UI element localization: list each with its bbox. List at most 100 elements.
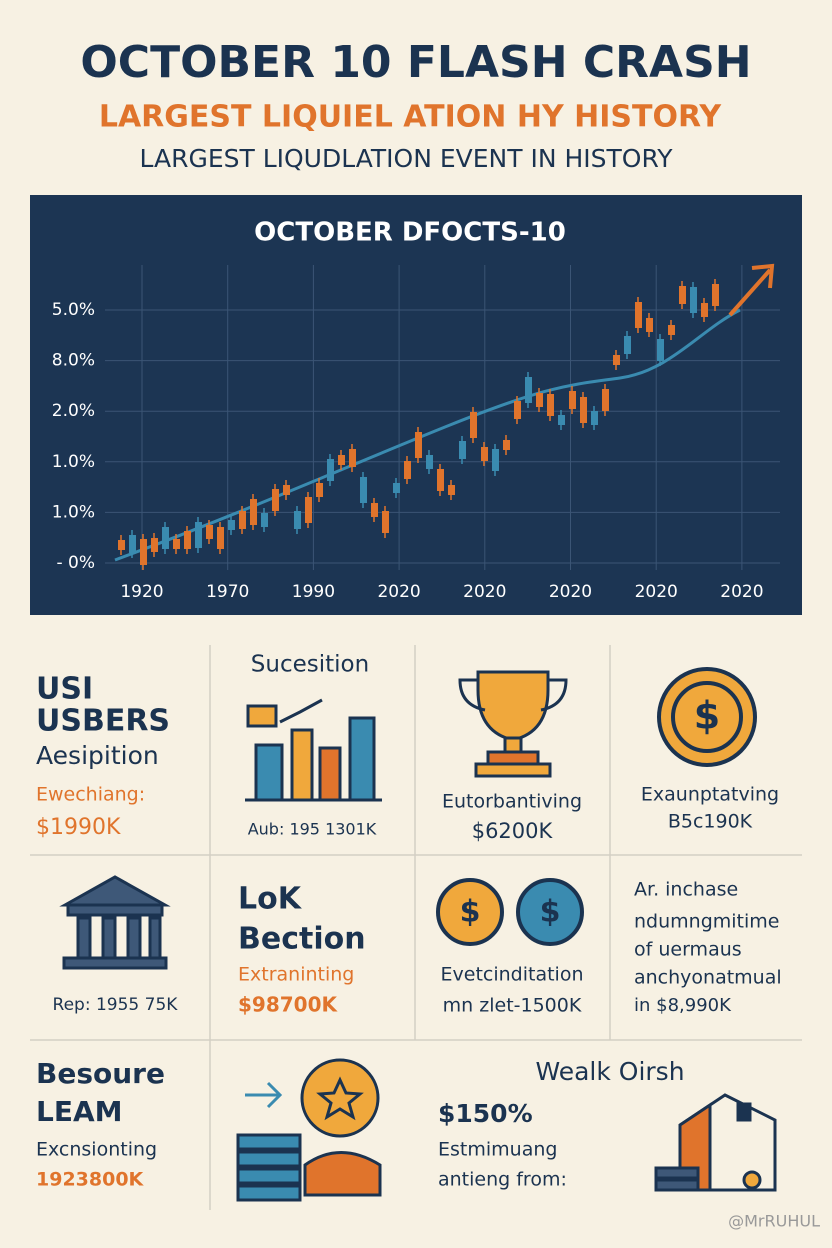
candle: [426, 455, 433, 469]
y-axis-label: 5.0%: [52, 300, 95, 320]
candle: [558, 415, 565, 425]
candle: [459, 441, 466, 459]
cell-text: antieng from:: [438, 1169, 567, 1191]
candle: [184, 531, 191, 549]
cell-text: B5c190K: [668, 811, 753, 833]
candle: [690, 287, 697, 313]
cell-text: Aesipition: [36, 741, 159, 770]
x-axis-label: 1990: [292, 582, 335, 602]
candle: [162, 527, 169, 549]
cell-text: Sucesition: [251, 652, 369, 678]
candle: [316, 483, 323, 497]
candle: [635, 302, 642, 328]
candle: [272, 489, 279, 511]
candle: [118, 540, 125, 550]
candle: [195, 522, 202, 548]
x-axis-label: 1970: [206, 582, 249, 602]
x-axis-label: 2020: [377, 582, 420, 602]
candle: [492, 449, 499, 471]
candle: [470, 412, 477, 438]
svg-text:$: $: [460, 895, 481, 930]
subtitle: LARGEST LIQUIEL ATION HY HISTORY: [99, 100, 723, 135]
house-icon: [654, 1093, 777, 1192]
cell-grid: [30, 645, 802, 1210]
candle: [646, 318, 653, 332]
cell-text: $150%: [438, 1099, 533, 1128]
cell-text: $6200K: [472, 819, 554, 843]
candle: [261, 513, 268, 527]
candle: [140, 539, 147, 565]
candle: [712, 284, 719, 306]
candle: [415, 432, 422, 458]
cell-text: LoK: [238, 882, 303, 917]
cell-text: Eutorbantiving: [442, 791, 582, 813]
candle: [151, 538, 158, 552]
candle: [173, 539, 180, 549]
candle: [338, 455, 345, 465]
candle: [602, 389, 609, 411]
candle: [701, 303, 708, 317]
candle: [382, 511, 389, 533]
candle: [668, 325, 675, 335]
cell-text: Ar. inchase: [634, 879, 738, 901]
trophy-icon: [458, 670, 568, 778]
candle: [327, 459, 334, 481]
x-axis-label: 2020: [720, 582, 763, 602]
cell-text: ndumngmitime: [634, 911, 779, 933]
cell-text: Exaunptatving: [641, 784, 779, 806]
candle: [393, 483, 400, 493]
x-axis-label: 1920: [120, 582, 163, 602]
cell-text: of uermaus: [634, 939, 742, 961]
candle: [448, 485, 455, 495]
x-axis-label: 2020: [635, 582, 678, 602]
candle: [580, 397, 587, 423]
candle: [206, 525, 213, 539]
cell-text: Aub: 195 1301K: [248, 820, 377, 839]
candle: [569, 391, 576, 409]
cell-text: Bection: [238, 922, 366, 957]
candle: [250, 499, 257, 525]
cell-text: USI: [36, 672, 93, 707]
candle: [360, 477, 367, 503]
candle: [514, 401, 521, 419]
candle: [283, 485, 290, 495]
y-axis-label: 2.0%: [52, 401, 95, 421]
cell-text: Besoure: [36, 1057, 165, 1090]
y-axis-label: 1.0%: [52, 502, 95, 522]
bar-icon: [245, 698, 382, 802]
candle: [228, 520, 235, 530]
candle: [657, 339, 664, 361]
cell-text: Rep: 1955 75K: [53, 995, 179, 1015]
candle: [536, 393, 543, 407]
tagline: LARGEST LIQUDLATION EVENT IN HISTORY: [139, 144, 673, 173]
candle: [481, 447, 488, 461]
coins-icon: $ $: [436, 878, 584, 946]
cell-text: Wealk Oirsh: [535, 1057, 684, 1086]
x-axis-label: 2020: [463, 582, 506, 602]
candle: [679, 286, 686, 304]
person-icon: [236, 1058, 382, 1202]
candle: [613, 355, 620, 365]
x-axis-label: 2020: [549, 582, 592, 602]
cell-text: mn zlet-1500K: [443, 995, 582, 1017]
cell-text: Extraninting: [238, 964, 354, 986]
trend-arrow: [728, 263, 775, 317]
candle: [547, 394, 554, 416]
cell-text: Evetcinditation: [441, 964, 584, 986]
title: OCTOBER 10 FLASH CRASH: [80, 37, 751, 88]
cell-text: $98700K: [238, 993, 338, 1017]
y-axis-label: 8.0%: [52, 351, 95, 371]
candle: [503, 440, 510, 450]
chart-title: OCTOBER DFOCTS-10: [254, 218, 566, 248]
candle: [591, 411, 598, 425]
svg-text:$: $: [694, 694, 720, 738]
candle: [371, 503, 378, 517]
cell-text: in $8,990K: [634, 995, 732, 1016]
candle: [624, 336, 631, 354]
y-axis-label: 1.0%: [52, 452, 95, 472]
candle: [129, 535, 136, 553]
bank-icon: [59, 875, 171, 970]
svg-text:$: $: [540, 895, 561, 930]
coin-icon: $: [657, 667, 757, 767]
